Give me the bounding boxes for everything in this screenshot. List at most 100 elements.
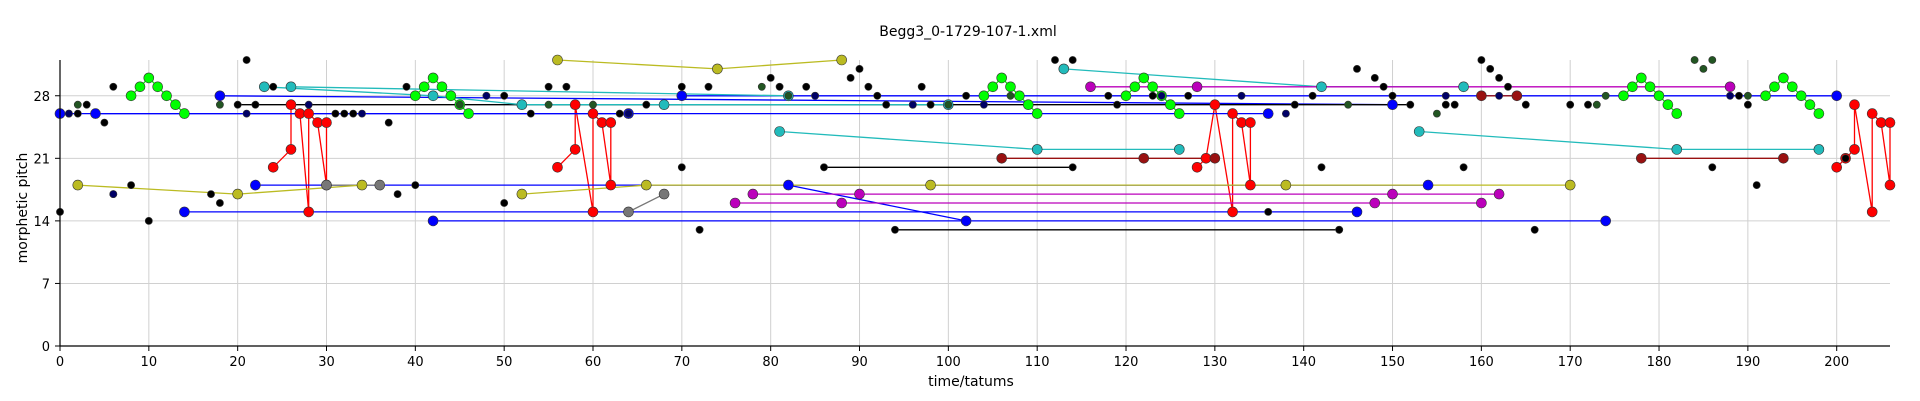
data-point	[90, 108, 101, 119]
data-point	[1841, 154, 1850, 163]
data-point	[134, 81, 146, 93]
data-point	[109, 190, 118, 198]
data-point	[358, 109, 366, 118]
data-point	[321, 117, 332, 128]
data-point	[587, 206, 599, 218]
data-point	[143, 72, 155, 84]
data-point	[1584, 100, 1592, 109]
data-point	[1866, 206, 1878, 218]
data-point	[232, 188, 243, 200]
data-point	[836, 197, 848, 209]
x-tick-label: 50	[496, 355, 513, 370]
data-point	[242, 56, 251, 64]
data-point	[908, 100, 917, 109]
data-point	[1174, 108, 1185, 119]
y-tick-label: 0	[42, 340, 50, 355]
data-point	[1290, 100, 1299, 109]
data-point	[409, 90, 421, 102]
data-point	[258, 81, 270, 93]
data-point	[1495, 74, 1503, 82]
data-point	[411, 181, 420, 189]
x-tick-label: 170	[1558, 355, 1583, 370]
data-point	[170, 99, 181, 110]
data-point	[418, 81, 430, 93]
data-point	[1493, 188, 1505, 200]
data-point	[676, 90, 688, 102]
data-point	[125, 90, 137, 102]
data-point	[516, 188, 528, 200]
data-point	[544, 100, 553, 109]
data-point	[1699, 65, 1708, 73]
data-point	[1787, 81, 1798, 93]
x-tick-label: 70	[674, 355, 691, 370]
data-point	[1209, 153, 1221, 164]
data-point	[1157, 91, 1166, 100]
data-point	[747, 188, 759, 200]
data-point	[1344, 100, 1352, 109]
data-point	[926, 100, 935, 109]
data-point	[589, 100, 597, 109]
data-point	[1459, 163, 1468, 172]
data-point	[1282, 109, 1290, 118]
data-point	[704, 82, 713, 91]
data-point	[774, 126, 785, 137]
data-point	[1662, 99, 1674, 110]
x-tick-label: 90	[851, 355, 868, 370]
data-point	[1831, 162, 1842, 173]
series-line-21	[628, 193, 665, 213]
data-point	[100, 118, 109, 127]
data-point	[1351, 206, 1363, 218]
data-point	[1866, 108, 1878, 119]
data-point	[820, 163, 828, 172]
data-point	[1627, 81, 1638, 93]
data-point	[321, 179, 332, 191]
data-point	[269, 82, 278, 91]
data-point	[233, 100, 242, 109]
data-point	[482, 91, 491, 100]
data-point	[925, 179, 936, 191]
data-point	[340, 109, 349, 118]
data-point	[1068, 163, 1077, 172]
data-point	[1592, 100, 1601, 109]
data-point	[1760, 90, 1771, 102]
data-point	[463, 108, 474, 119]
data-point	[455, 100, 464, 109]
data-point	[882, 100, 891, 109]
x-tick-label: 150	[1380, 355, 1405, 370]
data-point	[1113, 100, 1121, 109]
data-point	[427, 215, 439, 227]
series-line-7	[557, 104, 612, 213]
data-point	[356, 179, 368, 191]
data-point	[1744, 91, 1752, 100]
data-point	[1236, 117, 1247, 128]
data-point	[864, 82, 873, 91]
x-tick-label: 200	[1824, 355, 1849, 370]
data-point	[1104, 91, 1113, 100]
data-point	[996, 72, 1008, 84]
data-point	[303, 206, 315, 218]
x-axis-label: time/tatums	[928, 374, 1014, 390]
data-point	[757, 82, 766, 91]
data-point	[658, 188, 670, 200]
x-tick-label: 20	[229, 355, 246, 370]
data-point	[996, 153, 1008, 164]
data-point	[978, 90, 990, 102]
data-point	[1726, 91, 1734, 100]
data-point	[1387, 99, 1398, 110]
data-point	[854, 188, 865, 200]
series-line-8	[1196, 104, 1252, 213]
data-point	[775, 82, 784, 91]
data-point	[1335, 225, 1344, 234]
data-point	[569, 99, 581, 110]
x-tick-label: 30	[318, 355, 335, 370]
data-point	[1147, 81, 1158, 93]
data-point	[1031, 144, 1043, 155]
data-point	[304, 100, 313, 109]
data-point	[436, 81, 448, 93]
data-point	[1618, 90, 1629, 102]
data-point	[179, 206, 190, 218]
y-tick-label: 7	[42, 277, 50, 292]
data-point	[1636, 153, 1647, 164]
data-point	[1752, 181, 1761, 189]
data-point	[729, 197, 741, 209]
